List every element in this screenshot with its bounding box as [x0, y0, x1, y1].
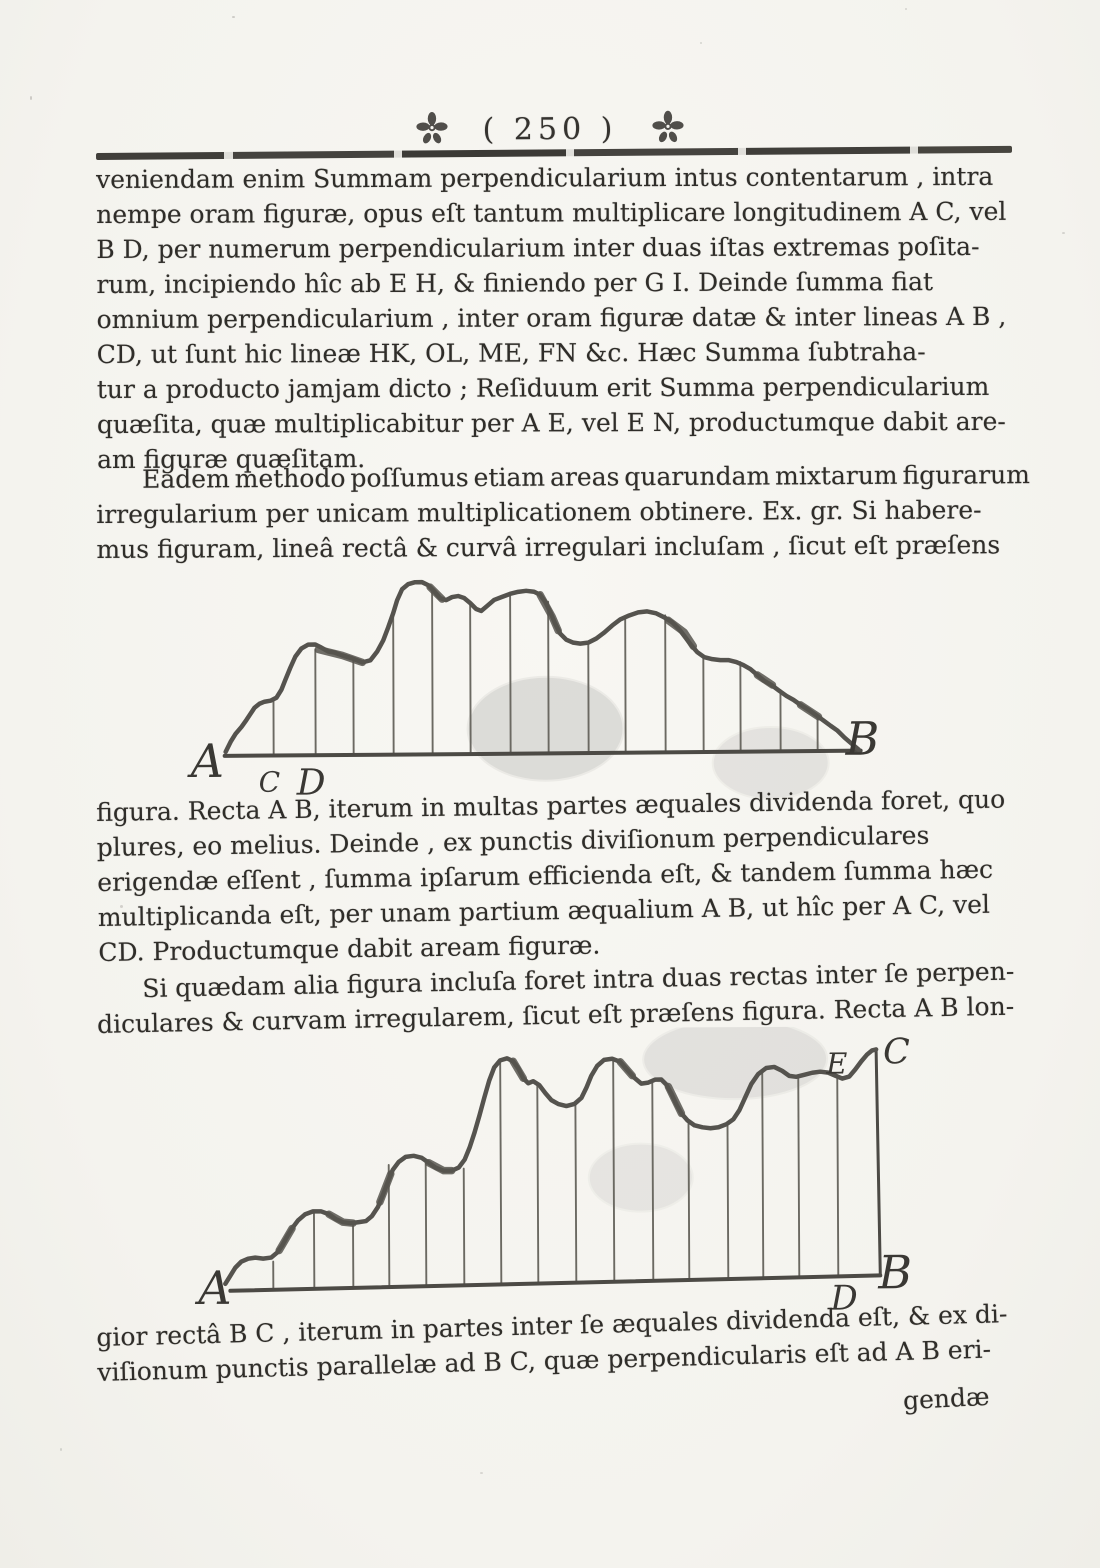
figure-staircase-area-curve: A D B E C [194, 1026, 912, 1319]
text-line: quæſita, quæ multiplicabitur per A E, ve… [96, 406, 1006, 439]
scan-speck [1062, 232, 1065, 234]
scan-speck [60, 1448, 62, 1451]
fleuron-icon [651, 109, 685, 147]
text-line: CD, ut ſunt hic lineæ HK, OL, ME, FN &c.… [96, 337, 926, 369]
catchword: gendæ [902, 1381, 991, 1416]
figure1-label-b: B [845, 712, 880, 766]
figure2-label-a: A [194, 1261, 232, 1315]
figure1-label-c: C [259, 766, 281, 799]
scan-speck [120, 905, 123, 908]
figure1-label-d: D [296, 763, 326, 804]
text-line: tur a producto jamjam dicto ; Reſiduum e… [96, 371, 990, 404]
paragraph: veniendam enim Summam perpendicularium i… [96, 159, 1015, 477]
scan-speck [232, 16, 235, 18]
figure2-label-b: B [877, 1245, 912, 1299]
figure1-label-a: A [187, 734, 224, 788]
figure2-label-e: E [825, 1047, 847, 1081]
scan-speck [30, 96, 32, 100]
scan-speck [700, 42, 702, 44]
page-header: ( 250 ) [0, 103, 1100, 155]
scan-speck [905, 8, 907, 10]
figure2-label-d: D [829, 1279, 857, 1319]
scan-speck [480, 1472, 483, 1474]
text-line: rum, incipiendo hîc ab E H, & finiendo p… [96, 267, 934, 299]
text-line: omnium perpendicularium , inter oram fig… [96, 301, 1007, 334]
fleuron-icon [415, 111, 449, 149]
page-number: ( 250 ) [482, 111, 618, 147]
text-line: irregularium per unicam multiplicationem… [96, 495, 982, 529]
text-line: mus figuram, lineâ rectâ & curvâ irregul… [96, 530, 1001, 564]
figure2-label-c: C [883, 1032, 910, 1072]
text-line: nempe oram figuræ, opus eſt tantum multi… [96, 196, 1007, 229]
text-line: veniendam enim Summam perpendicularium i… [96, 161, 994, 194]
text-line: B D, per numerum perpendicularium inter … [96, 231, 980, 264]
figure-irregular-area-curve: A C D B [187, 579, 880, 804]
text-line: Eadem methodo poſſumus etiam areas quaru… [142, 460, 1031, 494]
paragraph: Eadem methodo poſſumus etiam areas quaru… [96, 457, 1031, 567]
paragraph: figura. Recta A B, iterum in multas part… [96, 781, 1016, 970]
